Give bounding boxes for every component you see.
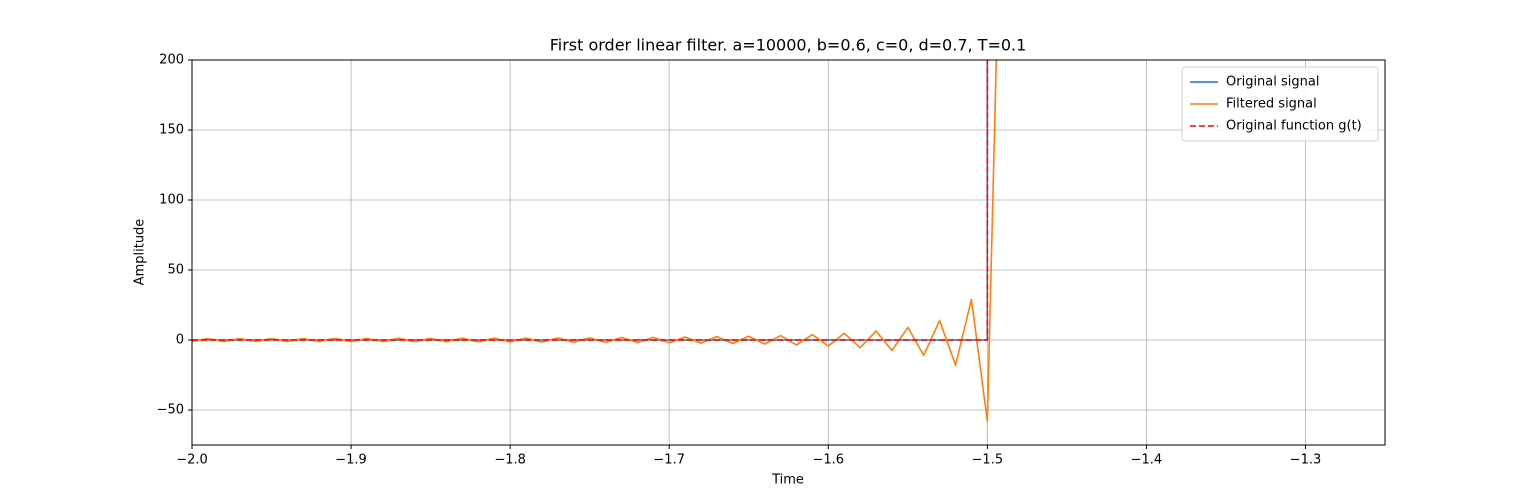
chart-title: First order linear filter. a=10000, b=0.…: [550, 36, 1027, 55]
legend: Original signal Filtered signal Original f…: [1181, 66, 1379, 142]
y-tick-label: 200: [159, 53, 184, 68]
y-tick-label: 100: [159, 193, 184, 208]
x-tick-label: −1.8: [494, 453, 526, 468]
legend-box: [1181, 66, 1379, 142]
legend-label: Original function g(t): [1226, 119, 1362, 134]
x-tick-label: −1.7: [653, 453, 685, 468]
legend-label: Original signal: [1226, 75, 1319, 90]
plot-area: [192, 60, 998, 422]
x-axis-label: Time: [771, 473, 804, 488]
y-axis-label: Amplitude: [133, 219, 148, 286]
x-tick-label: −1.4: [1131, 453, 1163, 468]
series-line: [192, 60, 989, 341]
x-tick-label: −1.5: [972, 453, 1004, 468]
axes-frame: [191, 59, 1386, 446]
x-tick-label: −2.0: [176, 453, 208, 468]
y-tick-label: 150: [159, 123, 184, 138]
x-tick-label: −1.3: [1290, 453, 1322, 468]
legend-label: Filtered signal: [1226, 97, 1317, 112]
y-tick-label: 0: [176, 333, 184, 348]
x-tick-label: −1.9: [335, 453, 367, 468]
ticks: −2.0 −1.9 −1.8 −1.7 −1.6 −1.5 −1.4 −1.3 −50 0 50 10…: [157, 53, 1322, 468]
y-tick-label: 50: [167, 263, 184, 278]
y-tick-label: −50: [157, 403, 184, 418]
x-tick-label: −1.6: [812, 453, 844, 468]
